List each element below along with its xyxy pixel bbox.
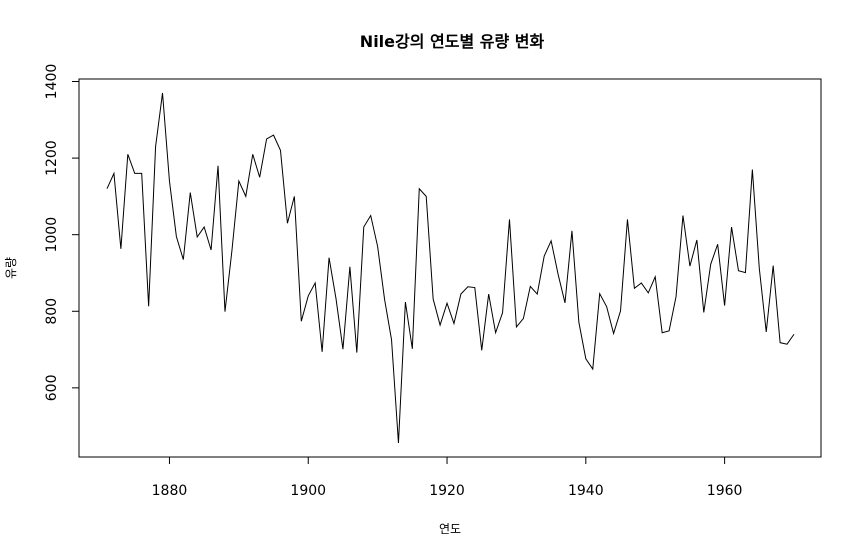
y-tick-label: 1200 — [44, 140, 60, 176]
y-axis: 600 800 1000 1200 1400 — [44, 64, 80, 401]
x-tick-label: 1940 — [568, 483, 604, 499]
x-axis-label: 연도 — [439, 522, 461, 536]
y-tick-label: 800 — [44, 298, 60, 325]
y-tick-label: 1400 — [44, 64, 60, 100]
x-axis: 1880 1900 1920 1940 1960 — [152, 456, 743, 499]
x-tick-label: 1900 — [290, 483, 326, 499]
y-tick-label: 600 — [44, 374, 60, 401]
x-tick-label: 1880 — [152, 483, 188, 499]
x-tick-label: 1920 — [429, 483, 465, 499]
series-line-flow — [106, 92, 795, 444]
chart-title: Nile강의 연도별 유량 변화 — [360, 32, 545, 51]
y-axis-label: 유량 — [4, 257, 18, 279]
y-tick-label: 1000 — [44, 217, 60, 253]
x-tick-label: 1960 — [707, 483, 743, 499]
